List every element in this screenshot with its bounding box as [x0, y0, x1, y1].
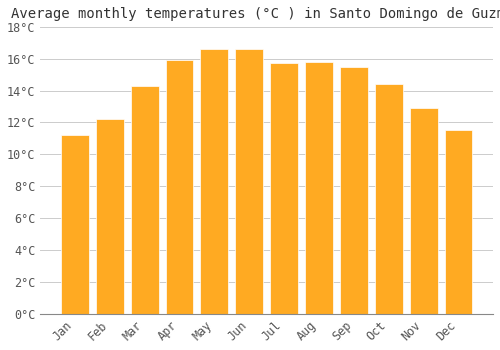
Bar [270, 63, 298, 314]
Bar [375, 84, 402, 314]
Bar [166, 60, 194, 314]
Bar [236, 49, 263, 314]
Bar [305, 62, 333, 314]
Bar [61, 135, 89, 314]
Bar [410, 108, 438, 314]
Title: Average monthly temperatures (°C ) in Santo Domingo de Guzmán: Average monthly temperatures (°C ) in Sa… [11, 7, 500, 21]
Bar [444, 131, 472, 314]
Bar [130, 86, 158, 314]
Bar [200, 49, 228, 314]
Bar [96, 119, 124, 314]
Bar [340, 66, 368, 314]
